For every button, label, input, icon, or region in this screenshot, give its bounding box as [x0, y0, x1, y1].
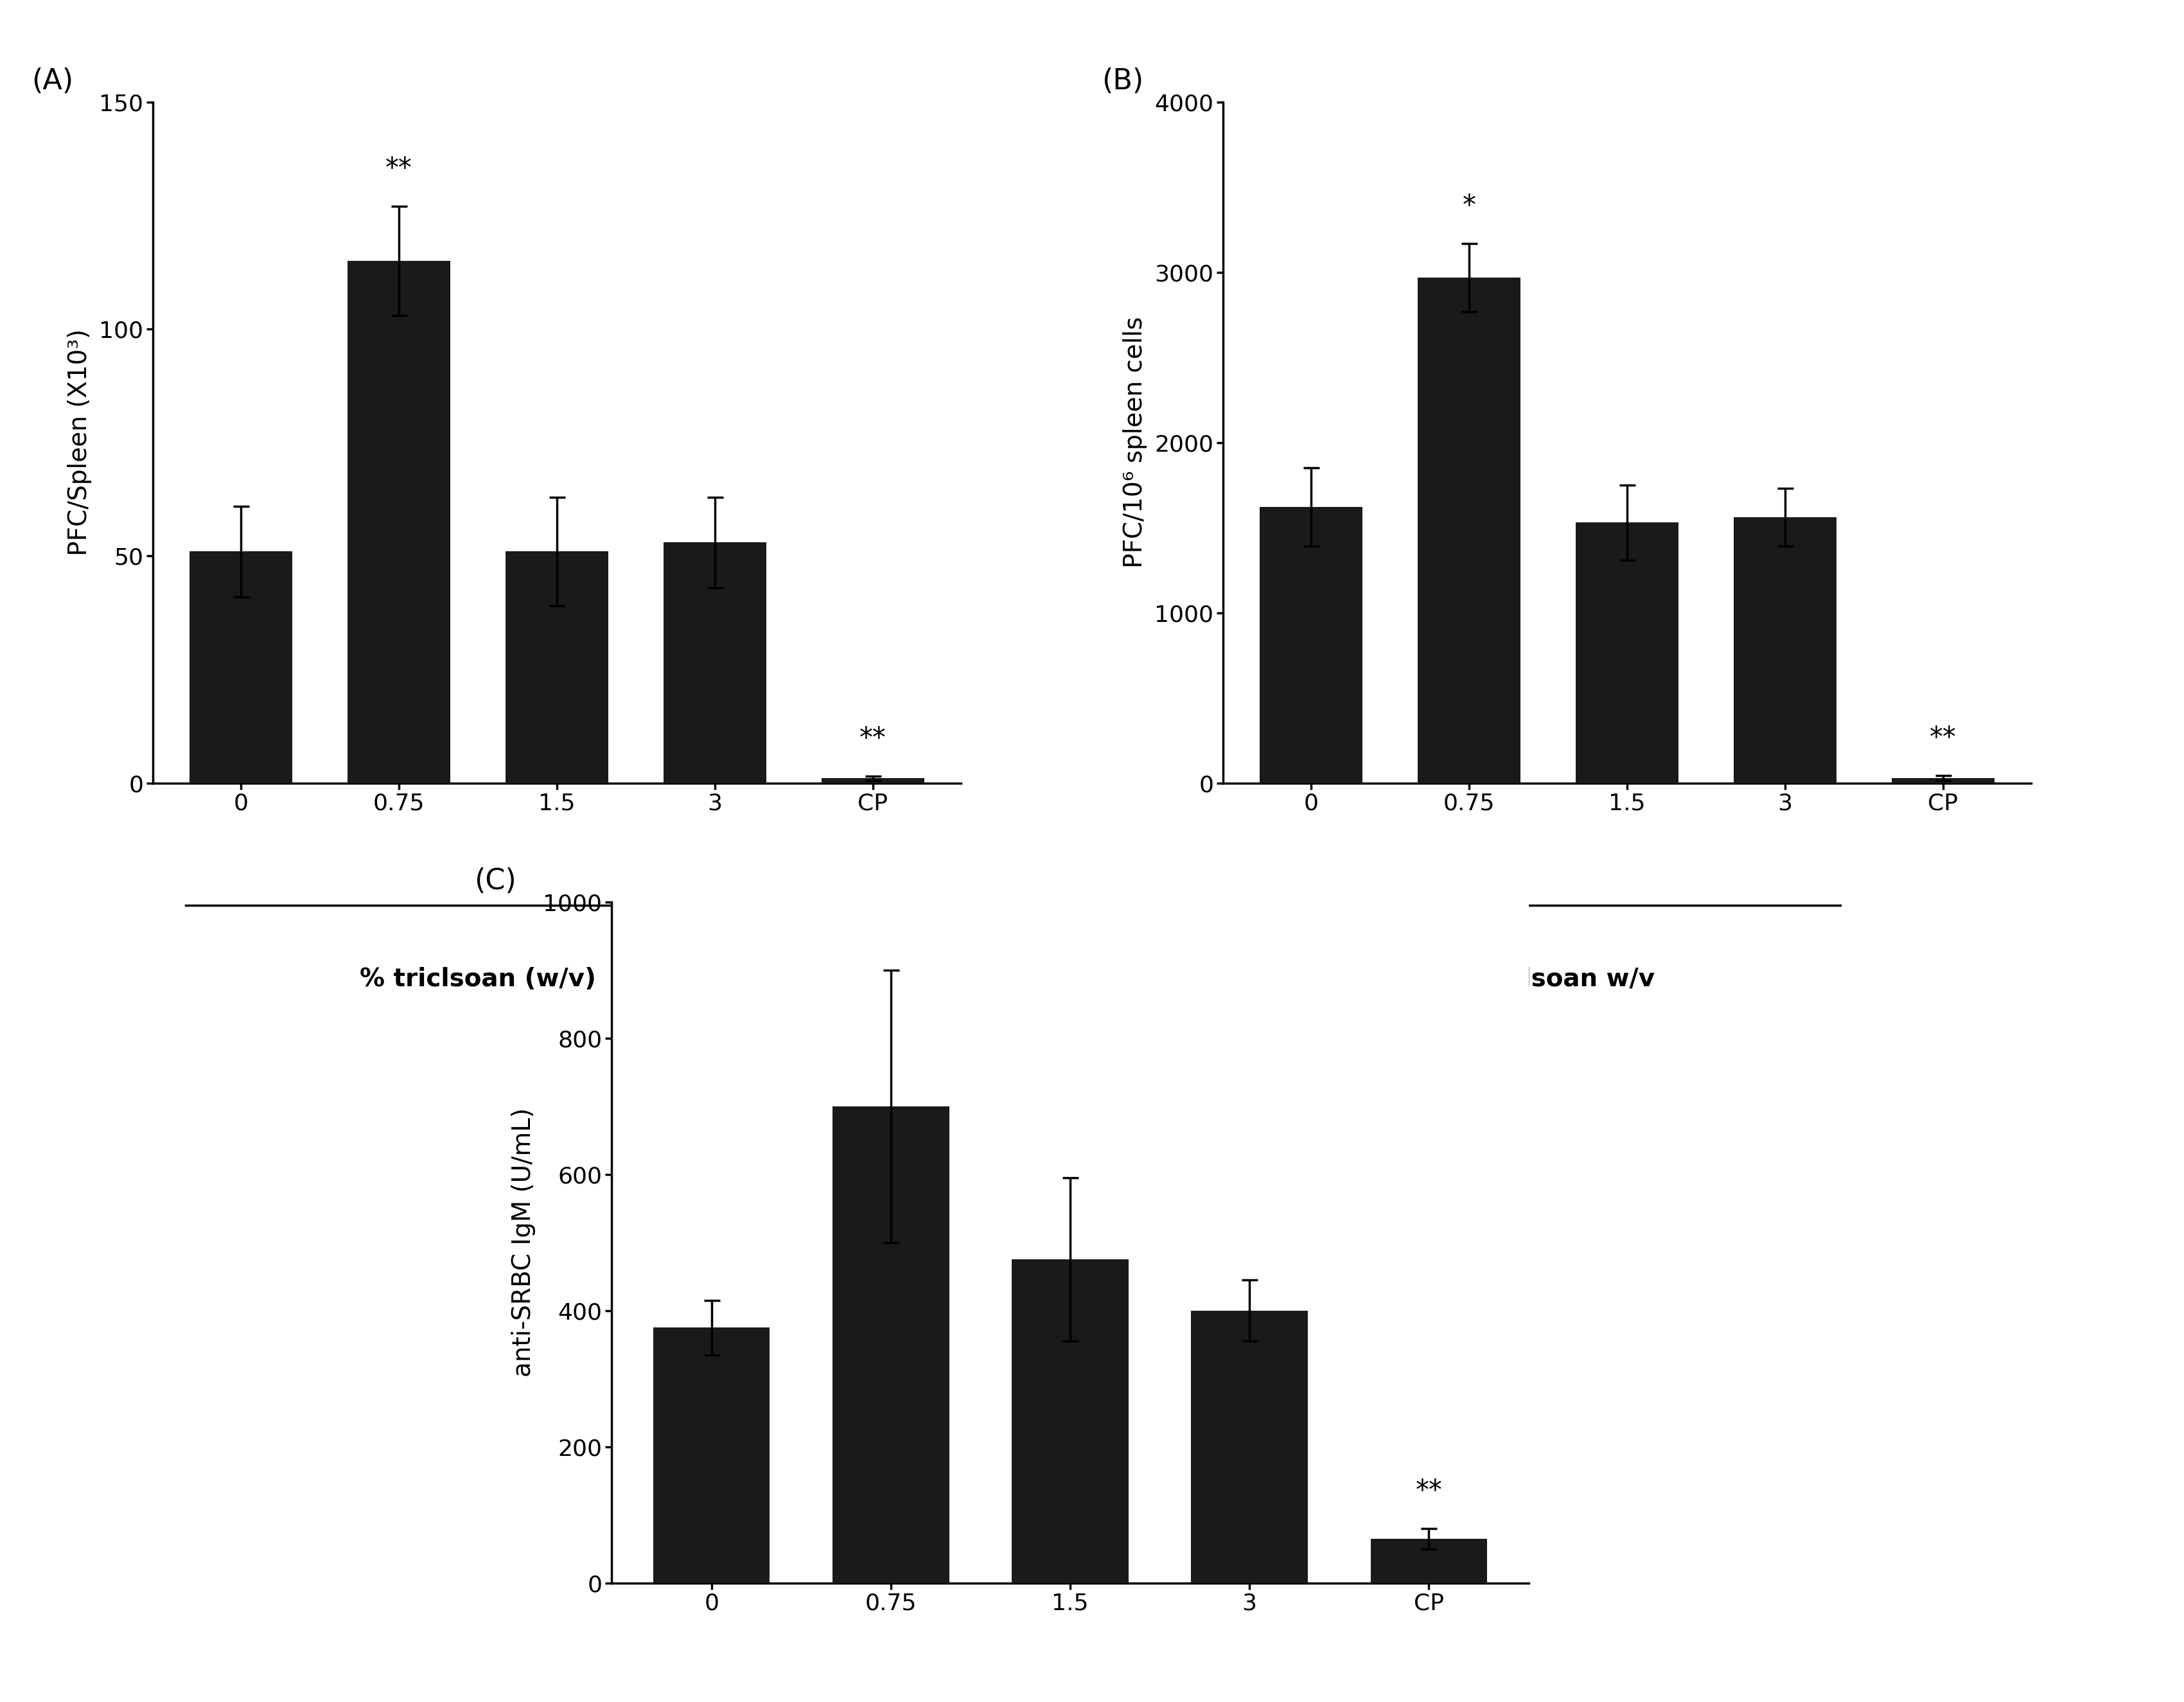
Text: **: ** — [1415, 1477, 1441, 1505]
Y-axis label: PFC/Spleen (X10³): PFC/Spleen (X10³) — [68, 328, 92, 557]
Bar — [1190, 1311, 1308, 1583]
Bar — [1417, 277, 1520, 783]
Y-axis label: anti-SRBC IgM (U/mL): anti-SRBC IgM (U/mL) — [511, 1108, 535, 1377]
Bar — [1011, 1259, 1129, 1583]
Text: *: * — [1463, 192, 1476, 220]
Bar — [832, 1106, 950, 1583]
Bar — [1575, 523, 1679, 783]
Bar — [347, 260, 450, 783]
Bar — [821, 778, 924, 783]
Text: % triclsoan w/v: % triclsoan w/v — [1441, 967, 1655, 991]
Bar — [1891, 778, 1994, 783]
Text: (C): (C) — [474, 868, 515, 895]
Text: **: ** — [387, 155, 413, 182]
Bar — [653, 1328, 769, 1583]
Text: (B): (B) — [1103, 68, 1144, 95]
Bar — [1260, 507, 1363, 783]
Bar — [190, 551, 293, 783]
Text: **: ** — [860, 725, 887, 752]
Bar — [505, 551, 609, 783]
Text: **: ** — [1931, 725, 1957, 752]
Bar — [664, 543, 767, 783]
Y-axis label: PFC/10⁶ spleen cells: PFC/10⁶ spleen cells — [1123, 317, 1147, 568]
Text: % triclsoan (w/v): % triclsoan (w/v) — [360, 967, 596, 991]
Bar — [1372, 1539, 1487, 1583]
Bar — [1734, 517, 1837, 783]
Text: (A): (A) — [33, 68, 74, 95]
